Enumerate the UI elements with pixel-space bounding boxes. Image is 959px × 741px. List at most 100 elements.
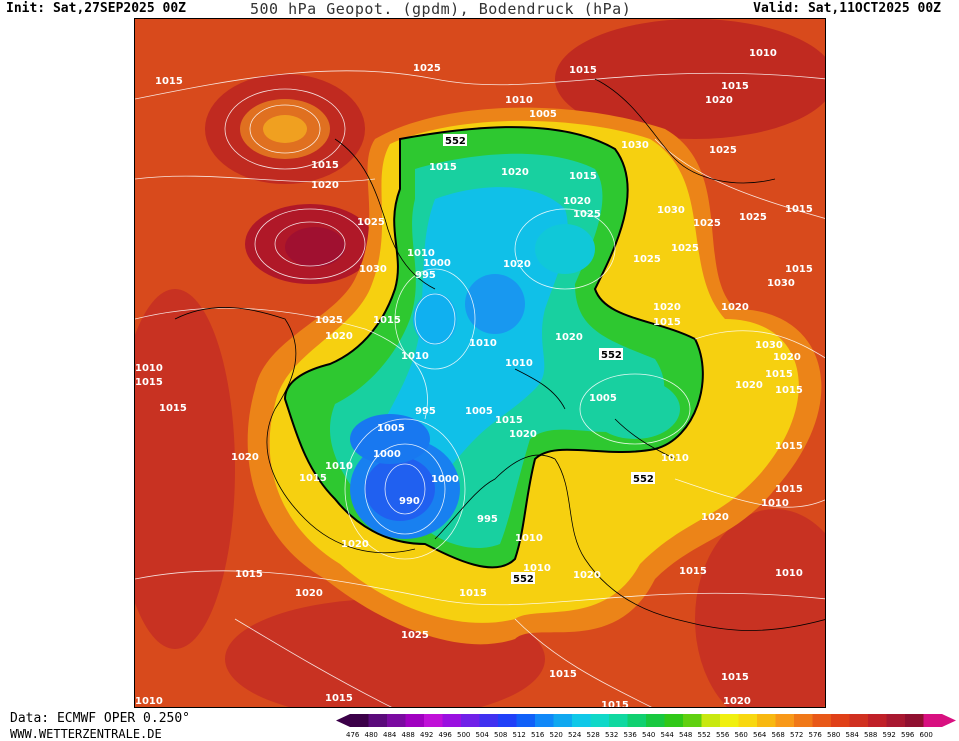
isobar-label: 1020 xyxy=(341,539,369,550)
isohypse-label-text: 552 xyxy=(445,136,466,147)
cold-core-cyan xyxy=(378,187,568,499)
isobar-label: 1015 xyxy=(459,588,487,599)
cold-core-teal xyxy=(590,379,680,439)
isobar-label: 1020 xyxy=(231,452,259,463)
isobar-label: 1015 xyxy=(549,669,577,680)
isobar-label: 1010 xyxy=(775,568,803,579)
colorbar-tick-label: 556 xyxy=(716,731,730,739)
colorbar-tick-label: 488 xyxy=(402,731,415,739)
isobar-label: 1005 xyxy=(465,406,493,417)
isobar-label: 1000 xyxy=(431,474,459,485)
isobar-label: 1020 xyxy=(723,696,751,707)
isobar-label: 1015 xyxy=(155,76,183,87)
isobar-label: 1020 xyxy=(705,95,733,106)
isobar-label: 1030 xyxy=(359,264,387,275)
isobar-label: 1025 xyxy=(401,630,429,641)
colorbar-swatch xyxy=(627,714,646,727)
colorbar-tick-label: 504 xyxy=(476,731,490,739)
isohypse-label: 552 xyxy=(631,472,655,485)
isobar-label: 1015 xyxy=(775,441,803,452)
colorbar-swatch xyxy=(905,714,924,727)
isohypse-label: 552 xyxy=(599,348,623,361)
colorbar-swatch xyxy=(461,714,480,727)
colorbar-tick-label: 540 xyxy=(642,731,655,739)
colorbar-tick-label: 492 xyxy=(420,731,433,739)
isobar-label: 1030 xyxy=(755,340,783,351)
colorbar-swatch xyxy=(572,714,591,727)
colorbar-legend: 476 480 484 488 492 496 500 504 508 512 516 520 524 5… xyxy=(336,714,956,739)
colorbar-swatch xyxy=(886,714,905,727)
isobar-label: 1015 xyxy=(785,264,813,275)
colorbar-low-arrow xyxy=(336,714,350,727)
cold-core-blue xyxy=(465,274,525,334)
isobar-label: 1020 xyxy=(325,331,353,342)
website-label: WWW.WETTERZENTRALE.DE xyxy=(10,727,162,741)
colorbar-tick-label: 596 xyxy=(901,731,915,739)
isobar-label: 1010 xyxy=(469,338,497,349)
isobar-label: 1020 xyxy=(563,196,591,207)
colorbar-swatch xyxy=(757,714,776,727)
isobar-label: 1015 xyxy=(373,315,401,326)
isohypse-label-text: 552 xyxy=(633,474,654,485)
isobar-label: 1010 xyxy=(325,461,353,472)
colorbar-swatch xyxy=(516,714,535,727)
colorbar-tick-label: 600 xyxy=(920,731,933,739)
isobar-label: 1025 xyxy=(709,145,737,156)
colorbar-tick-label: 568 xyxy=(772,731,785,739)
colorbar-swatch xyxy=(794,714,813,727)
isobar-label: 1005 xyxy=(529,109,557,120)
colorbar-swatch xyxy=(646,714,665,727)
isobar-label: 1020 xyxy=(295,588,323,599)
isobar-label: 1020 xyxy=(773,352,801,363)
colorbar-tick-label: 528 xyxy=(587,731,600,739)
coastlines xyxy=(174,78,825,631)
isobar-label: 1020 xyxy=(735,380,763,391)
isohypse-label: 552 xyxy=(511,572,535,585)
isohypse-label-box xyxy=(511,572,535,584)
isobar-label: 1010 xyxy=(797,707,825,708)
isobar-label: 1015 xyxy=(299,473,327,484)
isobar-label: 1015 xyxy=(765,369,793,380)
colorbar-swatch xyxy=(701,714,720,727)
isohypse-label-text: 552 xyxy=(601,350,622,361)
isobar-label: 1005 xyxy=(589,393,617,404)
isobar-label: 1015 xyxy=(775,385,803,396)
colorbar-tick-label: 592 xyxy=(883,731,896,739)
isobar-label: 1005 xyxy=(377,423,405,434)
isobar-label: 1015 xyxy=(325,693,353,704)
isobar-label: 1030 xyxy=(621,140,649,151)
isobar-label: 1015 xyxy=(135,377,163,388)
isobar-label: 1020 xyxy=(509,429,537,440)
cold-core-blue xyxy=(350,414,430,464)
isobar-label: 1015 xyxy=(721,81,749,92)
isobar-label: 1010 xyxy=(407,248,435,259)
init-time: Init: Sat,27SEP2025 00Z xyxy=(6,1,187,16)
colorbar-swatch xyxy=(479,714,498,727)
colorbar-tick-label: 476 xyxy=(346,731,360,739)
colorbar-tick-label: 520 xyxy=(550,731,563,739)
colorbar-swatch xyxy=(535,714,554,727)
isobar-label: 995 xyxy=(477,514,498,525)
colorbar-swatch xyxy=(405,714,424,727)
isobar-label: 1015 xyxy=(429,162,457,173)
cold-core-cyan xyxy=(413,293,457,345)
isobar-label: 1020 xyxy=(311,180,339,191)
isobar-label: 1015 xyxy=(495,415,523,426)
isobar-label: 1015 xyxy=(653,317,681,328)
isobar-label: 1025 xyxy=(633,254,661,265)
isobar-label: 1010 xyxy=(515,533,543,544)
colorbar-swatch xyxy=(387,714,406,727)
isobar-label: 990 xyxy=(399,496,420,507)
colorbar-swatch xyxy=(609,714,628,727)
isobar-label: 1030 xyxy=(657,205,685,216)
colorbar-tick-label: 500 xyxy=(457,731,470,739)
colorbar-swatch xyxy=(868,714,887,727)
colorbar-tick-label: 536 xyxy=(624,731,638,739)
isobar-label: 1015 xyxy=(569,65,597,76)
isobar-label: 1020 xyxy=(573,570,601,581)
colorbar-swatch xyxy=(683,714,702,727)
colorbar-tick-label: 532 xyxy=(605,731,618,739)
isobar-label: 1015 xyxy=(721,672,749,683)
colorbar-swatch xyxy=(923,714,942,727)
isobar-label: 1020 xyxy=(501,167,529,178)
